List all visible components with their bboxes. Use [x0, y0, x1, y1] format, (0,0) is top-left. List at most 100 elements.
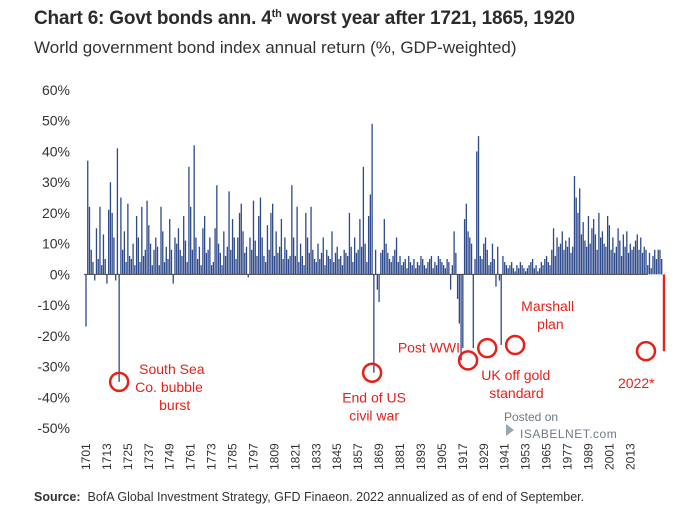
- bar: [210, 265, 213, 275]
- bar: [341, 265, 344, 275]
- bar: [641, 252, 644, 275]
- bar: [292, 237, 295, 275]
- bar: [420, 255, 422, 275]
- x-tick-label: 1725: [121, 443, 135, 470]
- bar: [580, 234, 583, 275]
- bar: [216, 185, 218, 275]
- bar: [359, 219, 361, 275]
- x-tick-label: 1953: [519, 443, 533, 470]
- bar: [109, 182, 112, 275]
- bar: [540, 262, 542, 275]
- bar: [422, 259, 424, 275]
- bar: [141, 206, 143, 275]
- bar: [104, 259, 106, 275]
- bar: [88, 206, 91, 275]
- bar: [610, 249, 612, 275]
- bar: [186, 262, 188, 275]
- bar: [230, 249, 232, 275]
- bar: [549, 265, 551, 275]
- bar: [479, 255, 481, 275]
- bar: [127, 203, 129, 275]
- annotation-label: plan: [537, 316, 563, 332]
- bar: [306, 237, 309, 275]
- bar: [207, 249, 209, 275]
- annotation-circle: [457, 350, 479, 371]
- bar: [552, 228, 555, 275]
- x-tick-label: 1785: [226, 443, 240, 470]
- bar: [514, 271, 516, 275]
- annotation-label: Marshall: [521, 298, 574, 314]
- x-tick-label: 2013: [623, 443, 637, 470]
- bar: [519, 262, 522, 275]
- bar: [629, 243, 631, 275]
- source-note: Source: BofA Global Investment Strategy,…: [34, 490, 585, 504]
- bar: [620, 255, 623, 275]
- watermark-text: Posted on: [504, 410, 558, 424]
- bar: [654, 249, 656, 275]
- bar: [497, 246, 499, 275]
- watermark-arrow-icon: [506, 424, 514, 436]
- bar: [512, 268, 515, 275]
- annotation-label: standard: [489, 385, 543, 401]
- bar: [538, 268, 541, 275]
- bar: [224, 255, 227, 275]
- bar: [615, 246, 617, 275]
- y-tick-label: -40%: [37, 389, 70, 405]
- bar: [121, 249, 124, 275]
- bar: [254, 240, 256, 275]
- bar: [498, 274, 501, 281]
- bar: [418, 265, 420, 275]
- bar: [334, 252, 337, 275]
- bar: [491, 243, 494, 275]
- x-tick-label: 1941: [498, 443, 512, 470]
- annotation-circle: [635, 340, 657, 362]
- bar: [511, 262, 513, 275]
- bar: [113, 237, 115, 275]
- x-tick-label: 1845: [330, 443, 344, 470]
- bar: [120, 197, 122, 275]
- bar: [589, 243, 591, 275]
- bar: [524, 271, 527, 275]
- bar: [647, 265, 649, 275]
- bar: [661, 259, 663, 275]
- bar: [247, 274, 249, 278]
- bar: [338, 259, 340, 275]
- bar: [601, 231, 604, 275]
- x-tick-label: 1713: [100, 443, 114, 470]
- bar: [425, 268, 427, 275]
- bar: [158, 265, 160, 275]
- bar: [404, 259, 406, 275]
- bar: [643, 246, 645, 275]
- bar: [463, 219, 466, 275]
- bar: [416, 262, 419, 275]
- bar: [195, 237, 197, 275]
- bar: [298, 262, 300, 275]
- bar: [153, 249, 155, 275]
- x-tick-label: 1929: [477, 443, 491, 470]
- bar: [612, 237, 614, 275]
- bar: [544, 259, 546, 275]
- bar: [284, 237, 286, 275]
- bar: [217, 243, 220, 275]
- annotation-label: burst: [159, 397, 190, 413]
- bar: [92, 262, 94, 275]
- bar: [258, 215, 260, 275]
- bar: [444, 268, 447, 275]
- bar: [183, 215, 185, 275]
- bar: [160, 206, 162, 275]
- bar: [648, 252, 651, 275]
- bar: [219, 252, 221, 275]
- annotation-label: Post WWI: [398, 339, 460, 355]
- bar: [287, 259, 290, 275]
- bar: [347, 255, 349, 275]
- bar: [268, 249, 270, 275]
- bar: [392, 255, 394, 275]
- annotation-circle: [504, 334, 526, 356]
- bar: [381, 249, 384, 275]
- bar: [275, 231, 277, 275]
- bar: [350, 246, 352, 275]
- bar: [584, 240, 586, 275]
- bar: [172, 274, 174, 284]
- bar: [523, 268, 525, 275]
